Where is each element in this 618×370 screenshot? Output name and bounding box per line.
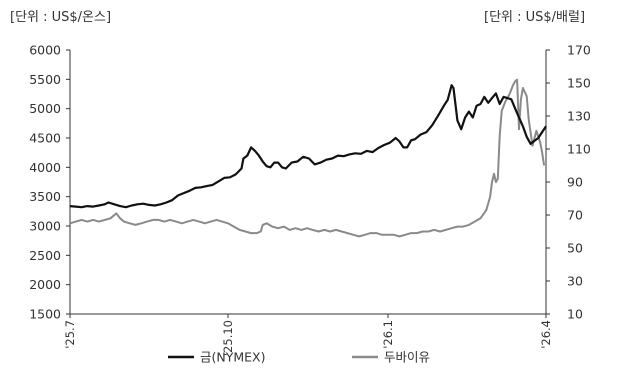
right-y-tick-label: 150 <box>567 76 591 91</box>
right-y-tick-label: 30 <box>567 274 583 289</box>
x-tick-label: '26.4 <box>539 320 553 349</box>
left-y-tick-label: 4000 <box>29 160 61 175</box>
left-y-tick-label: 5500 <box>29 72 61 87</box>
left-y-tick-label: 5000 <box>29 101 61 116</box>
left-y-tick-label: 3000 <box>29 219 61 234</box>
right-y-tick-label: 130 <box>567 109 591 124</box>
left-axis-unit-label: [단위 : US$/온스] <box>10 10 112 25</box>
x-tick-label: '26.1 <box>381 320 395 349</box>
left-y-tick-label: 4500 <box>29 131 61 146</box>
x-tick-label: '25.10 <box>221 320 235 356</box>
right-y-tick-label: 110 <box>567 142 591 157</box>
left-y-tick-label: 6000 <box>29 43 61 58</box>
chart-axes: 6000 5500 5000 4500 4000 3500 3000 2500 2000 1500… <box>29 43 591 357</box>
left-y-tick-label: 2000 <box>29 277 61 292</box>
right-y-tick-label: 170 <box>567 43 591 58</box>
gold-price-line <box>69 84 547 209</box>
dubai-oil-price-line <box>69 78 546 238</box>
chart-lines <box>69 78 547 238</box>
gold-legend-label: 금(NYMEX) <box>200 350 266 365</box>
dubai-oil-legend-label: 두바이유 <box>384 350 430 365</box>
left-y-tick-label: 3500 <box>29 189 61 204</box>
right-y-tick-label: 90 <box>567 175 583 190</box>
left-y-tick-label: 2500 <box>29 248 61 263</box>
x-tick-label: '25.7 <box>63 320 77 349</box>
right-y-tick-label: 10 <box>567 307 583 322</box>
right-y-tick-label: 50 <box>567 241 583 256</box>
right-y-tick-label: 70 <box>567 208 583 223</box>
left-y-tick-label: 1500 <box>29 307 61 322</box>
chart-legend: 금(NYMEX) 두바이유 <box>168 350 430 365</box>
right-axis-unit-label: [단위 : US$/배럴] <box>484 10 586 25</box>
